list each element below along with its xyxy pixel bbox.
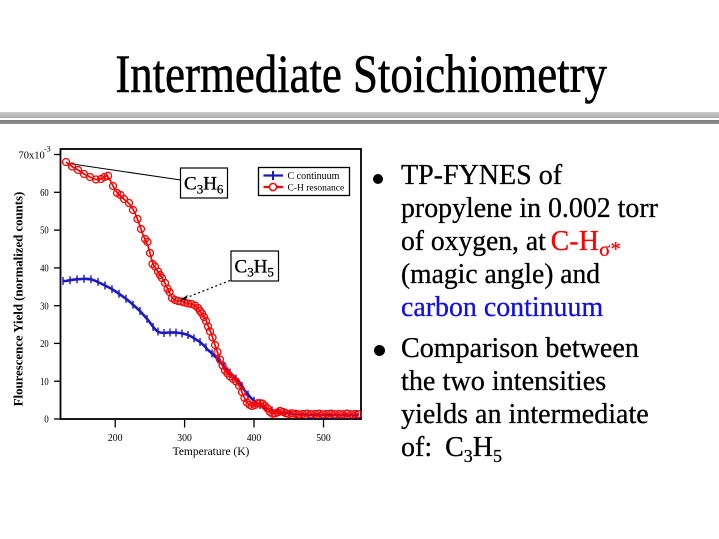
svg-text:200: 200 [108, 432, 123, 444]
svg-text:-3: -3 [44, 145, 51, 154]
svg-text:500: 500 [316, 432, 331, 444]
svg-text:Temperature (K): Temperature (K) [173, 446, 250, 458]
svg-text:C continuum: C continuum [288, 171, 340, 182]
svg-text:C3H6: C3H6 [184, 174, 224, 197]
svg-text:50: 50 [40, 226, 49, 237]
svg-text:40: 40 [40, 264, 49, 275]
svg-text:70x10: 70x10 [19, 151, 45, 162]
svg-text:C3H5: C3H5 [235, 257, 274, 280]
svg-text:C-H resonance: C-H resonance [288, 184, 345, 194]
svg-text:400: 400 [247, 432, 262, 444]
svg-text:Flourescence Yield (normalized: Flourescence Yield (normalized counts) [12, 192, 26, 407]
svg-text:10: 10 [40, 377, 49, 388]
svg-text:20: 20 [40, 339, 49, 350]
svg-text:60: 60 [40, 188, 49, 199]
svg-text:300: 300 [177, 432, 192, 444]
svg-text:0: 0 [44, 415, 49, 426]
svg-text:30: 30 [40, 301, 49, 312]
